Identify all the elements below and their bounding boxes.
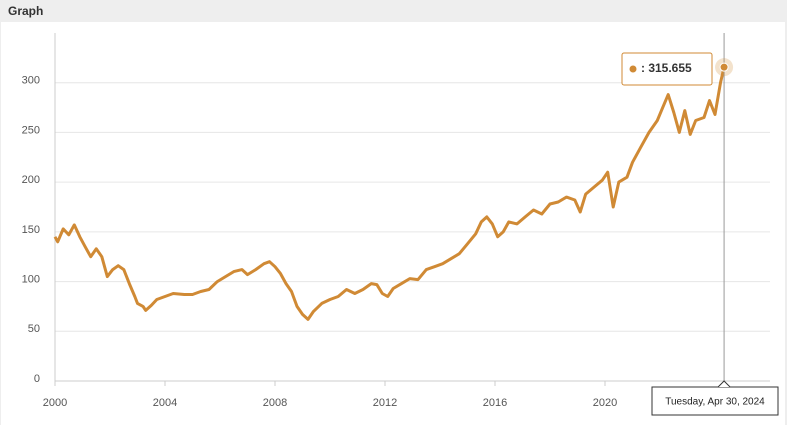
date-box xyxy=(651,386,779,416)
tooltip-box xyxy=(621,52,713,86)
x-tick-label: 2020 xyxy=(593,397,617,409)
date-pointer xyxy=(717,380,731,388)
y-tick-label: 200 xyxy=(22,174,40,186)
y-tick-label: 250 xyxy=(22,124,40,136)
x-tick-label: 2000 xyxy=(43,397,67,409)
date-label: Tuesday, Apr 30, 2024 xyxy=(665,397,765,408)
x-tick-label: 2004 xyxy=(153,397,177,409)
x-tick-label: 2008 xyxy=(263,397,287,409)
chart-title: Graph xyxy=(8,4,43,18)
x-tick-label: 2012 xyxy=(373,397,397,409)
line xyxy=(53,66,726,321)
header-bar xyxy=(0,0,787,22)
y-tick-label: 0 xyxy=(34,373,40,385)
hover-point xyxy=(719,62,729,72)
tooltip-swatch xyxy=(629,65,637,73)
y-tick-label: 150 xyxy=(22,224,40,236)
y-tick-label: 50 xyxy=(28,323,40,335)
tooltip-value: : 315.655 xyxy=(641,61,692,75)
x-tick-label: 2016 xyxy=(483,397,507,409)
y-tick-label: 300 xyxy=(22,75,40,87)
y-tick-label: 100 xyxy=(22,273,40,285)
